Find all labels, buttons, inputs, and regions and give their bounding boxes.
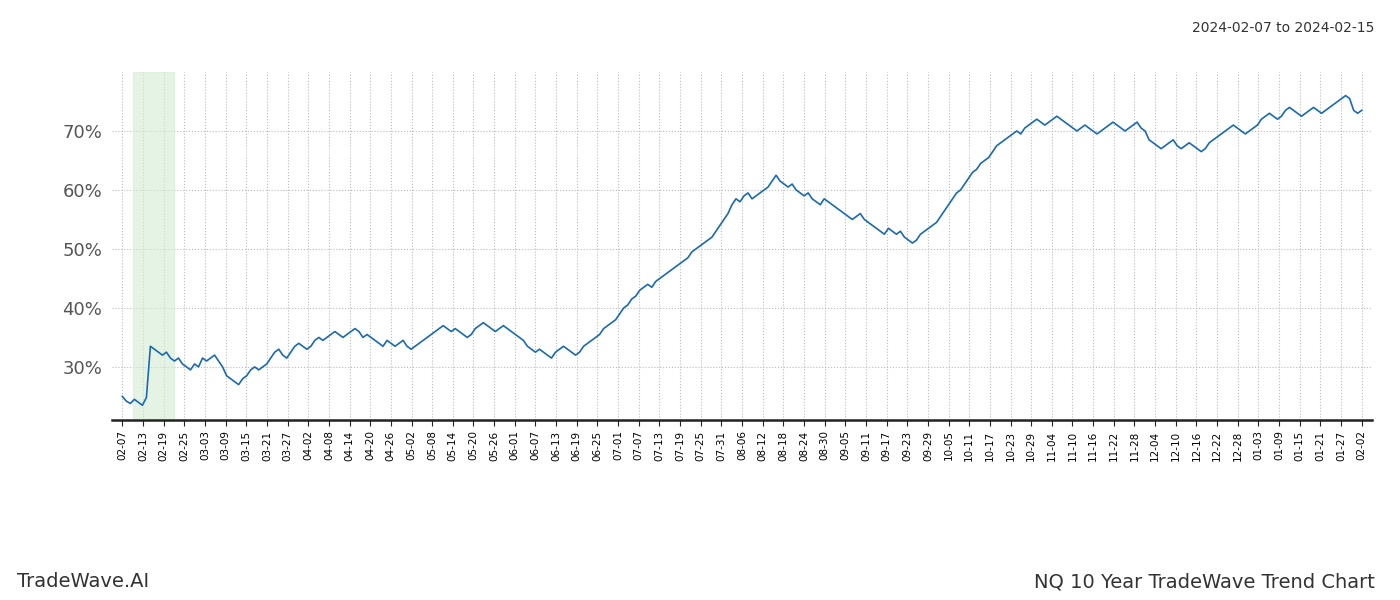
Text: 2024-02-07 to 2024-02-15: 2024-02-07 to 2024-02-15 [1193, 21, 1375, 35]
Bar [133, 72, 174, 420]
Text: TradeWave.AI: TradeWave.AI [17, 572, 148, 591]
Text: NQ 10 Year TradeWave Trend Chart: NQ 10 Year TradeWave Trend Chart [1035, 572, 1375, 591]
